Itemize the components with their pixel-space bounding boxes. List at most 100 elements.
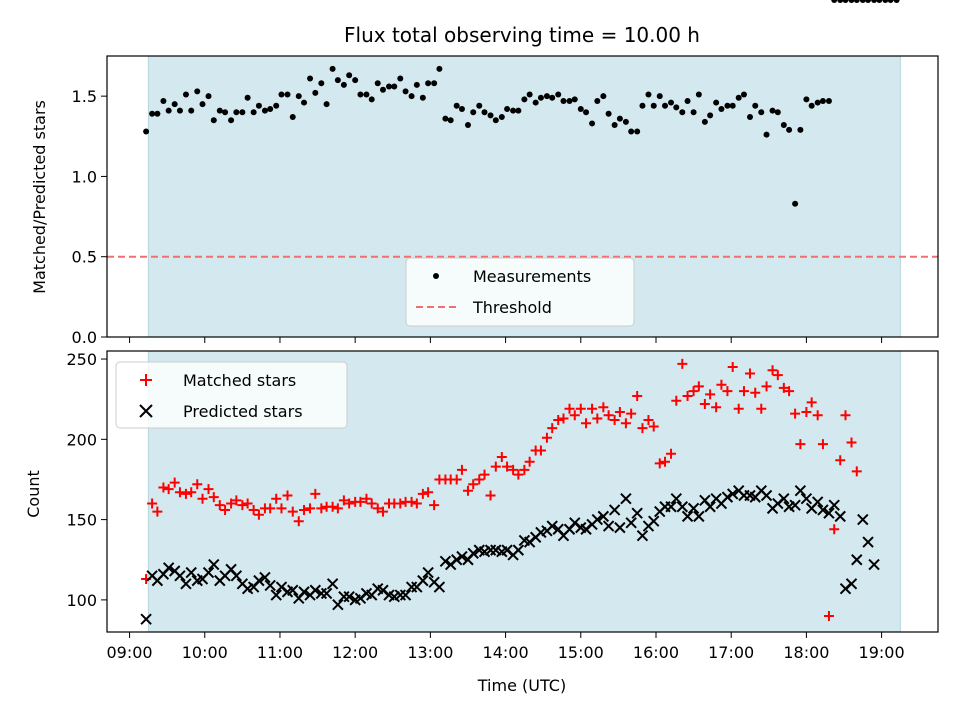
matched-star-point	[756, 403, 767, 414]
measurement-point	[222, 109, 229, 116]
measurement-point	[261, 107, 268, 114]
legend-label: Matched stars	[183, 371, 296, 390]
predicted-star-point	[546, 520, 558, 532]
legend-box	[115, 361, 348, 429]
matched-star-point	[316, 503, 327, 514]
matched-star-point	[547, 423, 558, 434]
matched-star-point	[152, 506, 163, 517]
matched-star-point	[840, 410, 851, 421]
predicted-star-point	[760, 489, 773, 502]
measurement-point	[318, 80, 325, 87]
measurement-point	[504, 105, 511, 112]
x-tick-label: 15:00	[558, 643, 604, 662]
matched-star-point	[603, 410, 614, 421]
matched-star-point	[406, 496, 417, 507]
predicted-star-point	[789, 499, 801, 511]
matched-star-point	[462, 485, 473, 496]
measurement-point	[182, 91, 189, 98]
matched-star-point	[377, 506, 388, 517]
measurement-point	[476, 102, 483, 109]
measurement-point	[425, 80, 432, 87]
measurement-point	[690, 109, 697, 116]
matched-star-point	[366, 498, 377, 509]
measurement-point	[244, 94, 251, 101]
matched-star-point	[524, 456, 535, 467]
predicted-star-point	[868, 558, 880, 571]
measurement-point	[312, 89, 319, 96]
predicted-star-point	[450, 554, 463, 566]
matched-star-point	[468, 479, 479, 490]
matched-star-point	[479, 469, 490, 480]
predicted-star-point	[174, 570, 186, 582]
measurement-point	[786, 126, 793, 133]
legend: Matched stars Predicted stars	[115, 361, 348, 429]
x-tick-label: 16:00	[633, 643, 679, 662]
matched-star-point	[835, 455, 846, 466]
matched-star-point	[575, 403, 586, 414]
matched-star-point	[237, 500, 248, 511]
measurement-point	[295, 93, 302, 100]
predicted-star-point	[320, 587, 333, 600]
measurement-point	[284, 91, 291, 98]
measurement-point	[543, 93, 550, 100]
measurement-point	[600, 93, 607, 100]
matched-star-point	[226, 498, 237, 509]
matched-star-point	[823, 610, 834, 621]
measurement-point	[701, 118, 708, 125]
measurement-point	[233, 109, 240, 116]
predicted-star-point	[681, 510, 694, 523]
x-tick-label: 11:00	[257, 643, 303, 662]
predicted-star-point	[467, 547, 479, 560]
matched-star-point	[299, 504, 310, 515]
measurement-point	[397, 75, 404, 82]
measurement-point	[673, 104, 680, 111]
matched-star-point	[253, 509, 264, 520]
measurement-point	[492, 117, 499, 124]
legend-label: Threshold	[472, 298, 552, 317]
matched-star-point	[671, 395, 682, 406]
matched-star-point	[169, 477, 180, 488]
predicted-star-point	[823, 507, 835, 519]
matched-star-point	[248, 504, 259, 515]
predicted-star-point	[298, 586, 310, 598]
measurement-point	[583, 109, 590, 116]
predicted-star-point	[399, 589, 412, 601]
measurement-point	[176, 107, 183, 114]
measurement-point	[566, 97, 573, 104]
matched-star-point	[158, 482, 169, 493]
measurement-point	[510, 107, 517, 114]
measurement-point	[605, 110, 612, 117]
measurement-point	[171, 101, 178, 108]
measurement-point	[210, 117, 217, 124]
measurement-point	[487, 112, 494, 119]
predicted-star-point	[817, 504, 829, 516]
measurement-point	[498, 114, 505, 121]
predicted-star-point	[439, 555, 452, 568]
measurement-point	[549, 94, 556, 101]
matched-star-point	[682, 390, 693, 401]
measurement-point	[154, 110, 161, 117]
predicted-star-point	[676, 501, 689, 513]
measurement-point	[594, 97, 601, 104]
predicted-star-point	[591, 513, 604, 526]
matched-star-point	[361, 493, 372, 504]
measurement-point	[453, 102, 460, 109]
panel-1: 100 150 200 250 09:00 10:00 11:00 12:00 13:00 14:…	[66, 350, 939, 662]
x-tick-label: 14:00	[483, 643, 529, 662]
matched-star-point	[208, 492, 219, 503]
measurement-point	[239, 109, 246, 116]
matched-star-point	[293, 516, 304, 527]
measurement-point	[526, 91, 533, 98]
x-tick-label: 19:00	[859, 643, 905, 662]
measurement-point	[848, 0, 855, 3]
measurement-point	[780, 122, 787, 129]
y-tick-label: 0.5	[72, 248, 97, 267]
legend-label: Predicted stars	[183, 402, 303, 421]
measurement-point	[143, 128, 150, 135]
measurement-point	[577, 105, 584, 112]
matched-star-point	[203, 484, 214, 495]
measurement-point	[368, 96, 375, 103]
predicted-star-point	[287, 584, 299, 596]
matched-star-point	[688, 386, 699, 397]
measurement-point	[402, 88, 409, 95]
